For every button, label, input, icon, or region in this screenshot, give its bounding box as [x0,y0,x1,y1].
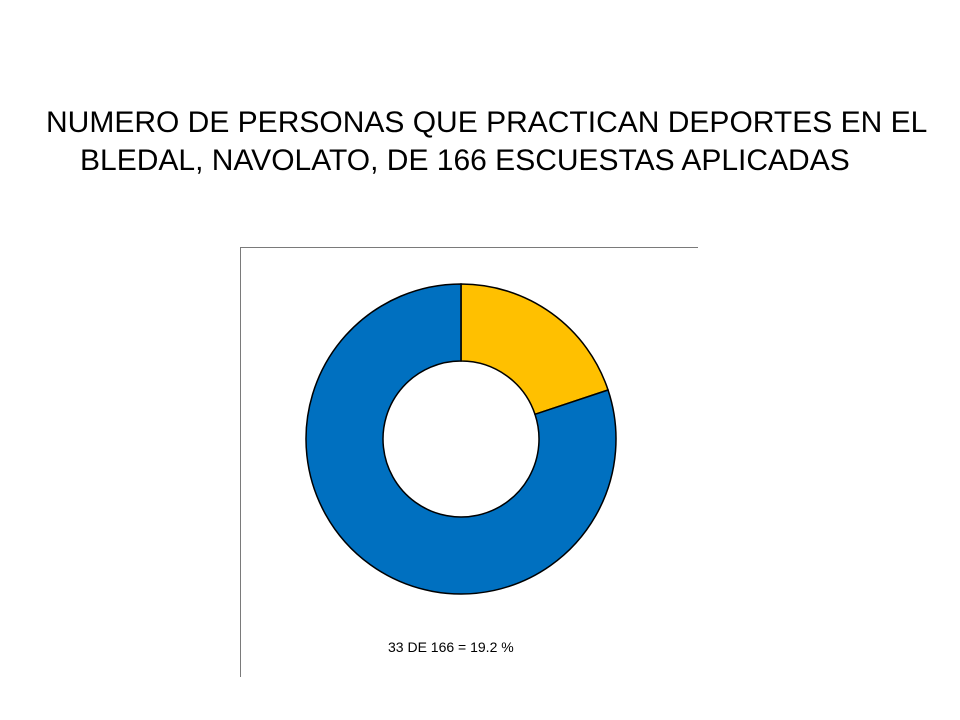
doughnut-slice-2 [305,283,617,595]
slide-title: NUMERO DE PERSONAS QUE PRACTICAN DEPORTE… [46,106,927,177]
chart-annotation: 33 DE 166 = 19.2 % [388,639,514,655]
chart-frame [240,247,698,677]
doughnut-slice-1 [460,283,609,416]
doughnut-slices [305,283,617,595]
